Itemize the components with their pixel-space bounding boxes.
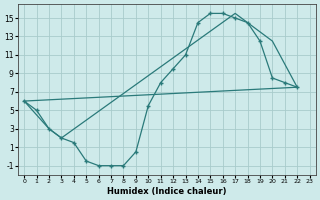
X-axis label: Humidex (Indice chaleur): Humidex (Indice chaleur) [107,187,227,196]
